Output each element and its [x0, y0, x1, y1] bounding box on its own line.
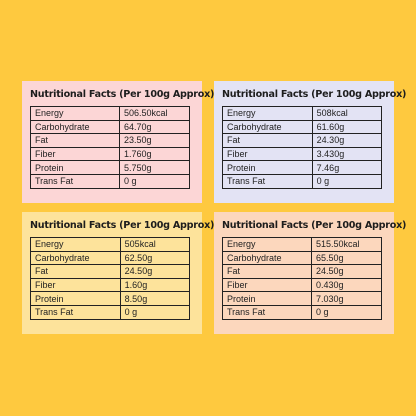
nutrient-label: Carbohydrate — [30, 119, 120, 135]
nutrient-value: 64.70g — [118, 119, 191, 135]
table-row: Protein 5.750g — [30, 160, 191, 175]
nutrient-label: Fiber — [222, 277, 312, 293]
nutrient-label: Fiber — [30, 277, 121, 293]
nutrient-label: Fat — [222, 264, 312, 279]
nutrient-value: 24.50g — [310, 264, 383, 279]
nutrient-label: Protein — [30, 160, 120, 175]
nutrient-value: 61.60g — [311, 119, 383, 135]
table-row: Energy 508kcal — [222, 106, 383, 121]
nutrition-card-top-right: Nutritional Facts (Per 100g Approx) Ener… — [214, 81, 407, 203]
nutrient-value: 515.50kcal — [310, 237, 383, 252]
nutrition-table: Energy 515.50kcal Carbohydrate 65.50g Fat 2… — [222, 237, 383, 320]
nutrient-value: 0 g — [310, 304, 383, 320]
nutrient-label: Trans Fat — [30, 304, 121, 320]
nutrient-value: 506.50kcal — [118, 106, 191, 121]
nutrient-label: Energy — [222, 237, 312, 252]
table-row: Carbohydrate 62.50g — [30, 250, 191, 266]
nutrition-card-bottom-left: Nutritional Facts (Per 100g Approx) Ener… — [22, 212, 215, 334]
nutrient-value: 23.50g — [118, 133, 191, 148]
card-title: Nutritional Facts (Per 100g Approx) — [222, 89, 407, 100]
nutrient-label: Carbohydrate — [222, 250, 312, 266]
table-row: Energy 505kcal — [30, 237, 191, 252]
nutrient-label: Fat — [222, 133, 313, 148]
table-row: Fat 24.30g — [222, 133, 383, 148]
nutrient-label: Energy — [222, 106, 313, 121]
nutrient-value: 7.030g — [310, 291, 383, 306]
nutrient-label: Fiber — [30, 146, 120, 162]
table-row: Fat 23.50g — [30, 133, 191, 148]
table-row: Fiber 1.760g — [30, 146, 191, 162]
table-row: Fiber 3.430g — [222, 146, 383, 162]
table-row: Carbohydrate 64.70g — [30, 119, 191, 135]
nutrient-label: Trans Fat — [222, 173, 313, 189]
nutrient-label: Energy — [30, 237, 121, 252]
table-row: Fiber 0.430g — [222, 277, 383, 293]
nutrient-value: 1.760g — [118, 146, 191, 162]
table-row: Carbohydrate 65.50g — [222, 250, 383, 266]
nutrient-label: Protein — [222, 291, 312, 306]
table-row: Trans Fat 0 g — [30, 304, 191, 320]
nutrient-value: 3.430g — [311, 146, 383, 162]
nutrient-label: Carbohydrate — [30, 250, 121, 266]
nutrient-label: Fiber — [222, 146, 313, 162]
nutrient-label: Trans Fat — [30, 173, 120, 189]
table-row: Protein 7.030g — [222, 291, 383, 306]
nutrient-value: 7.46g — [311, 160, 383, 175]
nutrient-label: Carbohydrate — [222, 119, 313, 135]
nutrient-value: 0 g — [119, 304, 191, 320]
card-title: Nutritional Facts (Per 100g Approx) — [30, 89, 215, 100]
nutrient-label: Fat — [30, 264, 121, 279]
nutrient-value: 8.50g — [119, 291, 191, 306]
nutrient-value: 0 g — [118, 173, 191, 189]
nutrient-label: Protein — [30, 291, 121, 306]
nutrient-value: 24.30g — [311, 133, 383, 148]
table-row: Energy 515.50kcal — [222, 237, 383, 252]
nutrient-value: 24.50g — [119, 264, 191, 279]
nutrient-value: 5.750g — [118, 160, 191, 175]
table-row: Trans Fat 0 g — [30, 173, 191, 189]
nutrition-table: Energy 508kcal Carbohydrate 61.60g Fat 24.3… — [222, 106, 383, 189]
nutrient-value: 1.60g — [119, 277, 191, 293]
nutrition-table: Energy 505kcal Carbohydrate 62.50g Fat 24.5… — [30, 237, 191, 320]
nutrient-value: 62.50g — [119, 250, 191, 266]
nutrition-card-bottom-right: Nutritional Facts (Per 100g Approx) Ener… — [214, 212, 407, 334]
nutrient-label: Trans Fat — [222, 304, 312, 320]
table-row: Carbohydrate 61.60g — [222, 119, 383, 135]
table-row: Fat 24.50g — [222, 264, 383, 279]
nutrition-table: Energy 506.50kcal Carbohydrate 64.70g Fat 2… — [30, 106, 191, 189]
table-row: Trans Fat 0 g — [222, 173, 383, 189]
nutrition-card-top-left: Nutritional Facts (Per 100g Approx) Ener… — [22, 81, 215, 203]
table-row: Protein 8.50g — [30, 291, 191, 306]
table-row: Fat 24.50g — [30, 264, 191, 279]
nutrient-value: 0.430g — [310, 277, 383, 293]
table-row: Protein 7.46g — [222, 160, 383, 175]
nutrient-label: Fat — [30, 133, 120, 148]
nutrient-value: 65.50g — [310, 250, 383, 266]
nutrient-label: Energy — [30, 106, 120, 121]
nutrient-value: 505kcal — [119, 237, 191, 252]
card-title: Nutritional Facts (Per 100g Approx) — [30, 220, 215, 231]
nutrient-label: Protein — [222, 160, 313, 175]
card-title: Nutritional Facts (Per 100g Approx) — [222, 220, 407, 231]
nutrient-value: 0 g — [311, 173, 383, 189]
table-row: Energy 506.50kcal — [30, 106, 191, 121]
nutrient-value: 508kcal — [311, 106, 383, 121]
table-row: Fiber 1.60g — [30, 277, 191, 293]
table-row: Trans Fat 0 g — [222, 304, 383, 320]
